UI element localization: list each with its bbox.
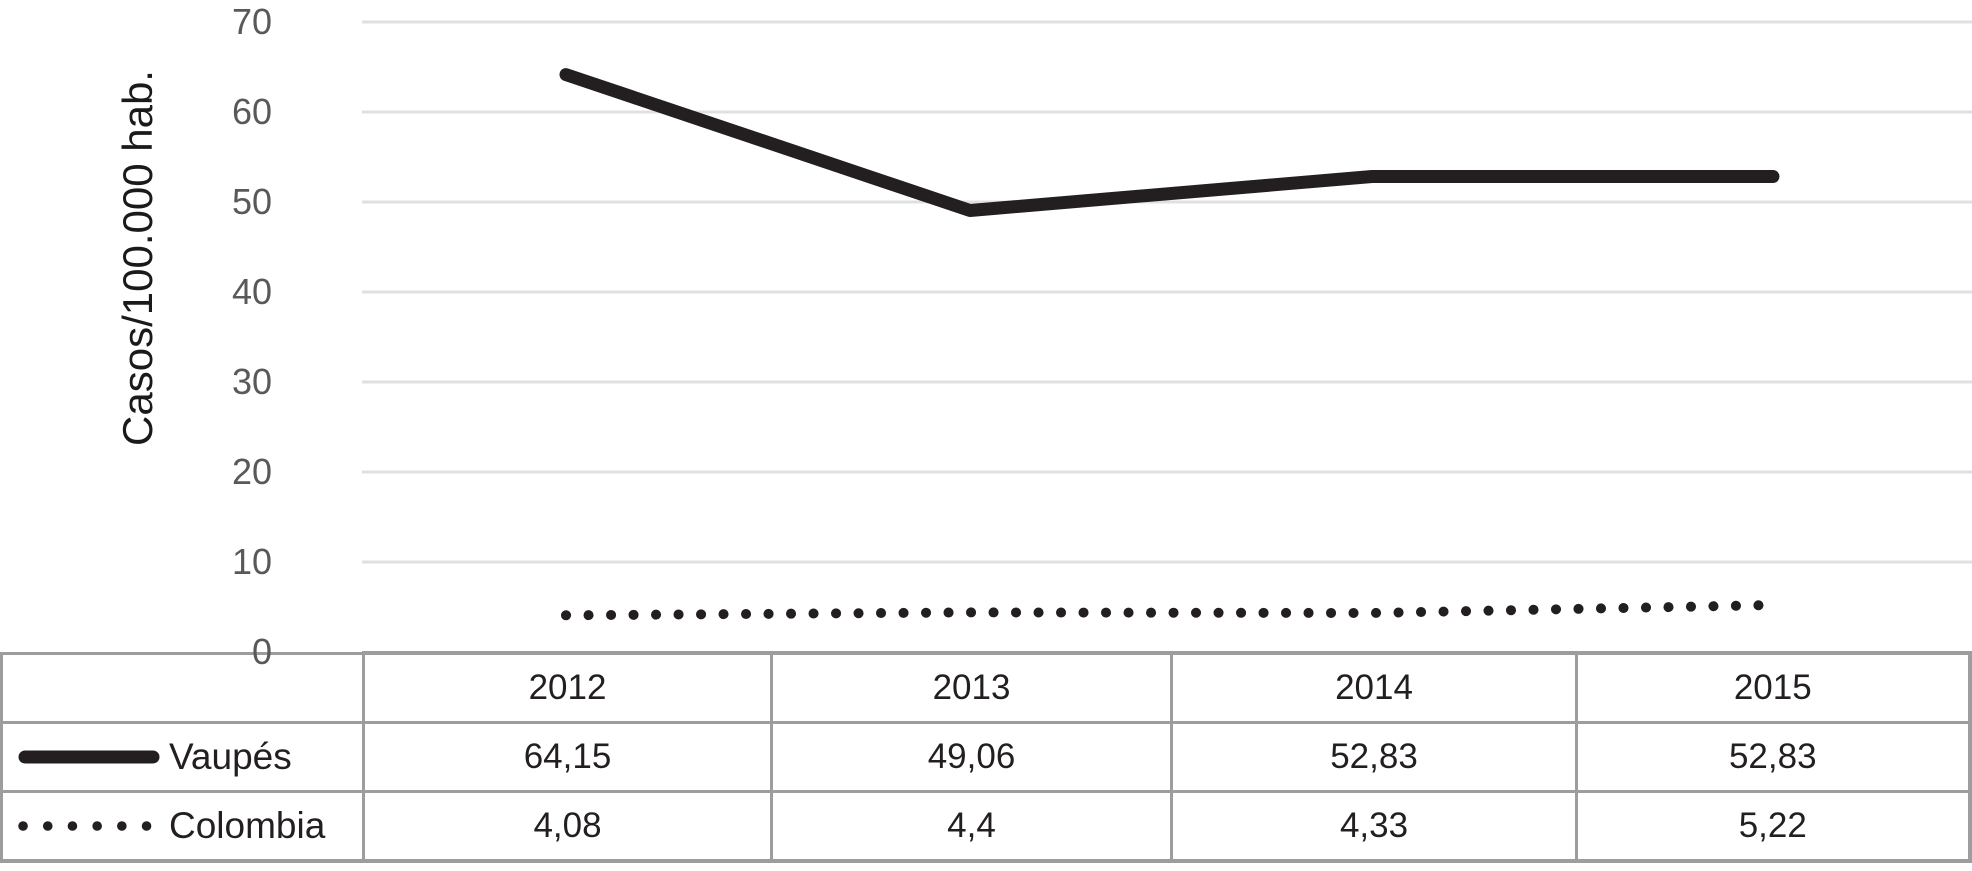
table-row-colombia: Colombia 4,08 4,4 4,33 5,22 xyxy=(0,789,1972,863)
table-row-vaupes: Vaupés 64,15 49,06 52,83 52,83 xyxy=(0,720,1972,793)
data-table: 2012 2013 2014 2015 Vaupés 64,15 49,06 5… xyxy=(0,651,1972,863)
y-tick-label: 30 xyxy=(231,361,272,402)
value-cell: 52,83 xyxy=(1575,720,1972,793)
y-tick-label: 60 xyxy=(231,91,272,132)
value-cell: 4,08 xyxy=(362,789,773,863)
year-header-cell: 2012 xyxy=(362,651,773,724)
y-tick-label: 70 xyxy=(231,1,272,42)
year-header-cell: 2014 xyxy=(1170,651,1578,724)
value-cell: 64,15 xyxy=(362,720,773,793)
value-cell: 5,22 xyxy=(1575,789,1972,863)
value-cell: 4,33 xyxy=(1170,789,1578,863)
table-row-years: 2012 2013 2014 2015 xyxy=(0,651,1972,724)
legend-cell-colombia: Colombia xyxy=(0,789,365,863)
legend-label-colombia: Colombia xyxy=(169,804,326,846)
year-header-cell: 2015 xyxy=(1575,651,1972,724)
table-corner-cell xyxy=(0,651,365,724)
year-header-cell: 2013 xyxy=(770,651,1173,724)
value-cell: 52,83 xyxy=(1170,720,1578,793)
vaupes-series-line xyxy=(559,68,1780,217)
y-tick-label: 50 xyxy=(231,181,272,222)
vaupes-solid-line-icon xyxy=(18,750,160,763)
y-tick-label: 20 xyxy=(231,451,272,492)
y-tick-label: 40 xyxy=(231,271,272,312)
y-tick-label: 10 xyxy=(231,541,272,582)
y-tick-label: 0 xyxy=(251,631,272,672)
value-cell: 4,4 xyxy=(770,789,1173,863)
legend-label-vaupes: Vaupés xyxy=(169,735,292,777)
legend-cell-vaupes: Vaupés xyxy=(0,720,365,793)
chart-plot-area xyxy=(362,20,1972,621)
colombia-dotted-line-icon xyxy=(18,821,152,831)
colombia-series-line xyxy=(561,600,1778,621)
value-cell: 49,06 xyxy=(770,720,1173,793)
